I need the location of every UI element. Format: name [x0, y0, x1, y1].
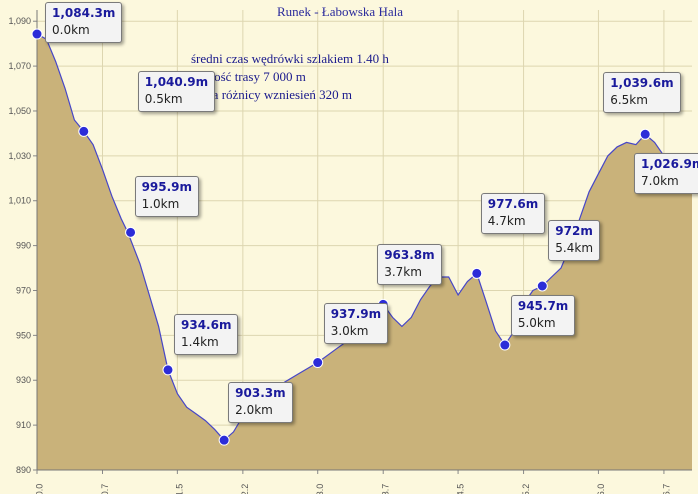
x-tick-label: 6.0 — [596, 484, 606, 494]
y-tick-label: 1,010 — [8, 196, 31, 206]
y-tick-label: 910 — [16, 420, 31, 430]
elevation-point — [499, 339, 511, 351]
x-tick-label: 3.7 — [381, 484, 391, 494]
x-tick-label: 0.7 — [100, 484, 110, 494]
y-tick-label: 1,090 — [8, 16, 31, 26]
point-distance: 3.7km — [384, 265, 422, 280]
elevation-point — [471, 267, 483, 279]
x-tick-label: 0.0 — [34, 484, 44, 494]
point-distance: 5.4km — [555, 241, 594, 255]
point-elevation: 934.6m — [181, 317, 232, 332]
point-elevation: 1,039.6m — [610, 76, 674, 91]
point-elevation: 1,026.9m — [641, 156, 698, 171]
point-elevation: 995.9m — [141, 180, 193, 195]
point-distance: 7.0km — [641, 173, 679, 188]
y-tick-label: 970 — [16, 285, 31, 295]
elevation-point — [639, 128, 651, 140]
chart-title: Runek - Łabowska Hala — [277, 4, 403, 19]
point-distance: 1.4km — [181, 334, 219, 349]
point-label: 977.6m 4.7km — [480, 193, 546, 235]
x-tick-label: 4.5 — [455, 484, 465, 494]
y-tick-label: 990 — [16, 241, 31, 251]
point-distance: 2.0km — [235, 403, 273, 418]
elevation-line — [36, 33, 693, 442]
elevation-point — [312, 357, 324, 369]
point-distance: 0.0km — [52, 23, 90, 37]
point-label: 1,039.6m 6.5km — [603, 72, 681, 114]
point-label: 937.9m 3.0km — [323, 302, 389, 344]
point-label: 903.3m 2.0km — [228, 382, 293, 424]
y-tick-label: 1,070 — [8, 61, 31, 71]
point-distance: 0.5km — [144, 92, 183, 107]
point-elevation: 945.7m — [517, 299, 569, 313]
elevation-point — [536, 280, 548, 292]
info-annotation: długość trasy 7 000 m — [191, 69, 306, 84]
point-elevation: 937.9m — [330, 306, 382, 321]
elevation-point — [125, 226, 137, 238]
point-label: 972m 5.4km — [548, 220, 601, 261]
x-tick-label: 3.0 — [315, 484, 325, 494]
x-tick-label: 6.7 — [661, 484, 671, 494]
point-distance: 6.5km — [610, 93, 648, 108]
y-tick-label: 1,030 — [8, 151, 31, 161]
point-label: 945.7m 5.0km — [510, 295, 576, 336]
info-annotation: średni czas wędrówki szlakiem 1.40 h — [191, 51, 389, 66]
point-elevation: 977.6m — [487, 197, 539, 212]
point-elevation: 963.8m — [384, 248, 435, 263]
point-elevation: 1,084.3m — [52, 6, 116, 20]
elevation-point — [31, 28, 43, 40]
y-tick-label: 1,050 — [8, 106, 31, 116]
info-annotation: suma różnicy wzniesień 320 m — [191, 87, 352, 102]
point-elevation: 1,040.9m — [144, 75, 209, 90]
x-tick-label: 1.5 — [175, 484, 185, 494]
point-distance: 1.0km — [141, 197, 180, 212]
point-label: 995.9m 1.0km — [134, 176, 200, 218]
y-tick-label: 950 — [16, 330, 31, 340]
point-label: 1,040.9m 0.5km — [137, 71, 216, 113]
point-elevation: 972m — [555, 224, 593, 238]
point-distance: 3.0km — [330, 323, 369, 338]
x-tick-label: 2.2 — [240, 484, 250, 494]
elevation-point — [162, 364, 174, 376]
point-label: 1,026.9m 7.0km — [634, 152, 698, 194]
y-tick-label: 930 — [16, 375, 31, 385]
point-label: 934.6m 1.4km — [174, 313, 239, 355]
point-label: 1,084.3m 0.0km — [45, 2, 123, 43]
point-distance: 4.7km — [487, 214, 526, 229]
y-tick-label: 890 — [16, 465, 31, 475]
point-elevation: 903.3m — [235, 386, 286, 401]
elevation-point — [78, 125, 90, 137]
point-distance: 5.0km — [517, 316, 556, 330]
elevation-area — [37, 34, 692, 470]
point-label: 963.8m 3.7km — [377, 244, 442, 286]
x-tick-label: 5.2 — [521, 484, 531, 494]
elevation-point — [218, 434, 230, 446]
